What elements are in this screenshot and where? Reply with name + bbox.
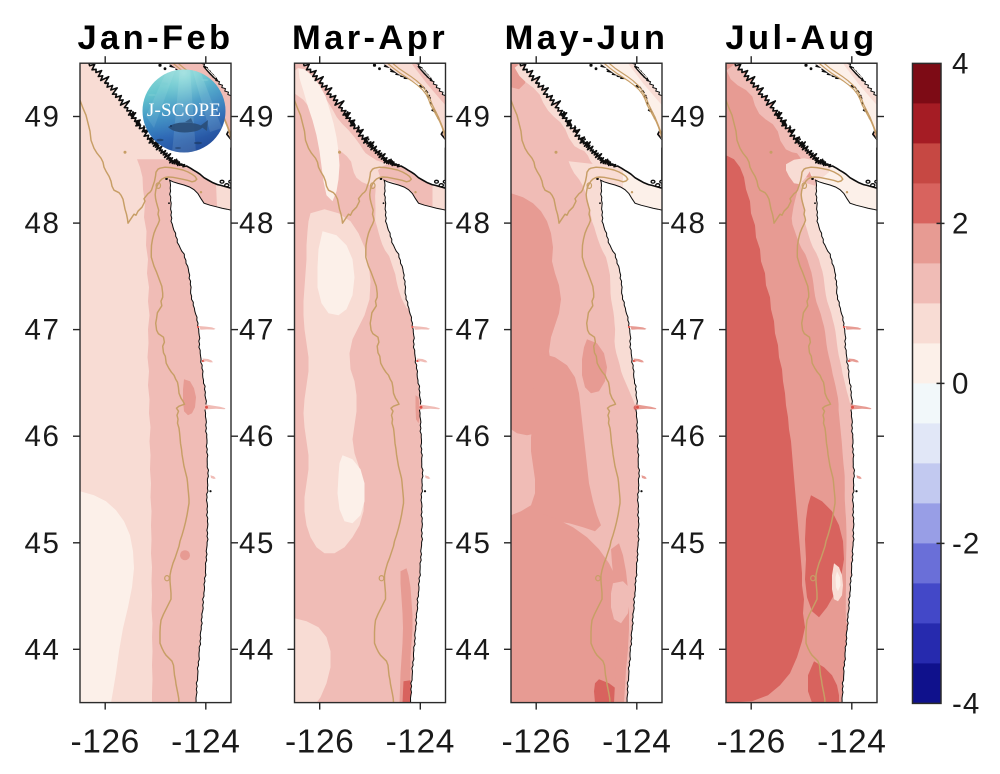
svg-text:45: 45 xyxy=(455,527,491,560)
svg-text:47: 47 xyxy=(239,314,275,347)
svg-text:-2: -2 xyxy=(952,527,980,560)
svg-text:4: 4 xyxy=(952,47,969,80)
svg-text:44: 44 xyxy=(239,633,275,666)
svg-text:44: 44 xyxy=(455,633,491,666)
svg-text:Mar-Apr: Mar-Apr xyxy=(292,19,448,57)
svg-text:-126: -126 xyxy=(716,724,785,761)
svg-text:-126: -126 xyxy=(70,724,139,761)
svg-text:48: 48 xyxy=(670,207,706,240)
svg-text:0: 0 xyxy=(952,367,969,400)
svg-text:Jan-Feb: Jan-Feb xyxy=(77,19,233,57)
svg-text:2: 2 xyxy=(952,207,969,240)
svg-text:-124: -124 xyxy=(602,724,671,761)
svg-text:44: 44 xyxy=(24,633,60,666)
svg-text:47: 47 xyxy=(24,314,60,347)
svg-text:46: 46 xyxy=(24,420,60,453)
svg-text:45: 45 xyxy=(24,527,60,560)
svg-text:-126: -126 xyxy=(285,724,354,761)
svg-text:48: 48 xyxy=(239,207,275,240)
svg-text:46: 46 xyxy=(239,420,275,453)
svg-text:47: 47 xyxy=(455,314,491,347)
svg-text:49: 49 xyxy=(239,101,275,134)
svg-text:-124: -124 xyxy=(386,724,455,761)
svg-text:44: 44 xyxy=(670,633,706,666)
svg-text:-4: -4 xyxy=(952,687,980,720)
svg-text:48: 48 xyxy=(24,207,60,240)
svg-text:49: 49 xyxy=(670,101,706,134)
svg-text:49: 49 xyxy=(455,101,491,134)
svg-text:46: 46 xyxy=(670,420,706,453)
svg-text:Jul-Aug: Jul-Aug xyxy=(725,19,877,57)
svg-text:-126: -126 xyxy=(501,724,570,761)
svg-text:47: 47 xyxy=(670,314,706,347)
svg-text:48: 48 xyxy=(455,207,491,240)
svg-text:J-SCOPE: J-SCOPE xyxy=(147,100,221,121)
svg-text:45: 45 xyxy=(239,527,275,560)
svg-text:-124: -124 xyxy=(817,724,886,761)
svg-text:-124: -124 xyxy=(171,724,240,761)
svg-text:May-Jun: May-Jun xyxy=(505,19,669,57)
svg-text:46: 46 xyxy=(455,420,491,453)
svg-text:45: 45 xyxy=(670,527,706,560)
svg-text:49: 49 xyxy=(24,101,60,134)
